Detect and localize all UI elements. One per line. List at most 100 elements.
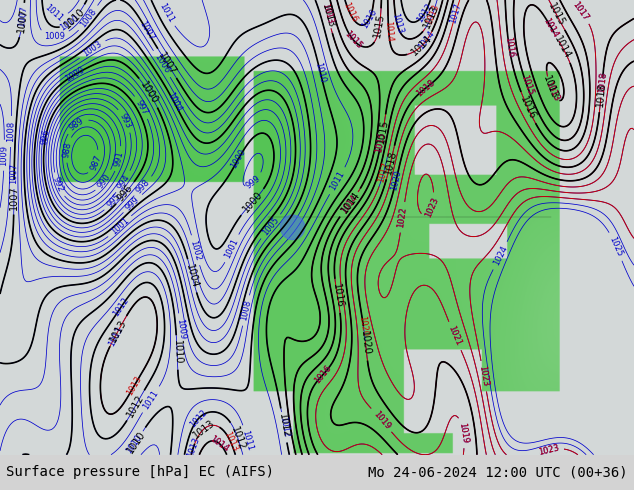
Text: 1017: 1017	[571, 0, 590, 22]
Text: 1010: 1010	[314, 62, 327, 84]
Text: 1018: 1018	[414, 78, 436, 99]
Text: 1015: 1015	[547, 1, 567, 28]
Text: 989: 989	[67, 116, 86, 132]
Text: 1020: 1020	[359, 331, 372, 356]
Text: 1009: 1009	[175, 318, 186, 340]
Text: 1001: 1001	[223, 237, 240, 260]
Text: 1016: 1016	[518, 95, 538, 121]
Text: 988: 988	[61, 141, 73, 158]
Text: 1016: 1016	[313, 364, 333, 385]
Text: 1013: 1013	[541, 74, 560, 101]
Text: 1002: 1002	[188, 239, 203, 262]
Text: 1014: 1014	[209, 434, 231, 453]
Text: 1015: 1015	[372, 13, 387, 39]
Text: 1007: 1007	[16, 7, 29, 33]
Text: 1015: 1015	[375, 131, 387, 153]
Text: 1013: 1013	[320, 2, 334, 25]
Text: 1011: 1011	[328, 170, 346, 192]
Text: 1018: 1018	[595, 82, 607, 108]
Text: 994: 994	[115, 172, 132, 191]
Text: 999: 999	[244, 174, 262, 191]
Text: 1013: 1013	[108, 318, 128, 344]
Text: 1015: 1015	[519, 74, 534, 97]
Text: 1023: 1023	[424, 196, 441, 219]
Text: 1017: 1017	[377, 160, 391, 183]
Text: 1013: 1013	[422, 3, 441, 30]
Text: 1012: 1012	[126, 392, 146, 418]
Text: 1012: 1012	[277, 413, 291, 439]
Text: 1008: 1008	[79, 7, 99, 29]
Text: 1013: 1013	[126, 374, 144, 397]
Ellipse shape	[280, 215, 305, 240]
Text: 1013: 1013	[191, 418, 216, 441]
Text: 1013: 1013	[543, 80, 560, 103]
Text: 1000: 1000	[230, 147, 248, 170]
Text: 993: 993	[118, 111, 133, 130]
Text: 1018: 1018	[597, 71, 608, 93]
Text: 1000: 1000	[138, 79, 160, 106]
Text: 1008: 1008	[6, 121, 16, 142]
Text: 1010: 1010	[58, 13, 81, 32]
Text: 1023: 1023	[477, 365, 490, 388]
Text: 1015: 1015	[376, 119, 390, 145]
Text: 1007: 1007	[17, 5, 29, 27]
Text: 1018: 1018	[383, 149, 398, 175]
Text: 995: 995	[105, 192, 122, 210]
Text: 1016: 1016	[360, 7, 379, 29]
Text: 1020: 1020	[358, 315, 369, 337]
Text: 1014: 1014	[542, 16, 560, 39]
Text: 1014: 1014	[339, 194, 359, 216]
Text: 1008: 1008	[239, 299, 252, 322]
Text: 1019: 1019	[457, 422, 469, 444]
Text: 1022: 1022	[397, 206, 408, 228]
Text: 1016: 1016	[330, 283, 344, 309]
Text: 1024: 1024	[491, 244, 509, 267]
Text: 1014: 1014	[384, 21, 394, 43]
Text: 1007: 1007	[138, 20, 157, 42]
Text: 1001: 1001	[109, 216, 131, 237]
Text: 1010: 1010	[172, 340, 183, 365]
Text: 1007: 1007	[157, 50, 178, 76]
Text: 1005: 1005	[261, 216, 281, 237]
Text: 1014: 1014	[552, 34, 573, 61]
Text: 1010: 1010	[62, 6, 86, 30]
Text: 1013: 1013	[222, 430, 239, 453]
Text: 1016: 1016	[313, 364, 333, 385]
Text: 1011: 1011	[240, 429, 254, 451]
Text: 1012: 1012	[415, 1, 434, 24]
Text: 998: 998	[134, 177, 152, 195]
Text: 1004: 1004	[184, 263, 200, 289]
Text: 1000: 1000	[63, 66, 86, 84]
Text: 996: 996	[40, 128, 51, 146]
Text: 1021: 1021	[446, 324, 463, 347]
Text: 1010: 1010	[125, 429, 147, 455]
Text: 1013: 1013	[320, 2, 334, 25]
Text: 1015: 1015	[343, 29, 364, 51]
Text: 1009: 1009	[0, 145, 9, 166]
Text: 1023: 1023	[537, 443, 560, 457]
Text: 1014: 1014	[339, 190, 362, 216]
Text: 1013: 1013	[107, 324, 124, 347]
Text: 1000: 1000	[241, 190, 264, 215]
Text: 1016: 1016	[503, 36, 515, 59]
Text: 1014: 1014	[417, 29, 436, 51]
Text: 1022: 1022	[397, 206, 408, 228]
Text: 1011: 1011	[43, 2, 65, 23]
Text: 1018: 1018	[414, 78, 436, 99]
Text: 1020: 1020	[389, 169, 403, 192]
Text: 1015: 1015	[375, 131, 387, 153]
Text: 1013: 1013	[320, 3, 336, 29]
Text: 1017: 1017	[449, 1, 463, 24]
Text: 1007: 1007	[9, 185, 19, 210]
Text: 1015: 1015	[343, 29, 364, 51]
Text: 1012: 1012	[112, 295, 131, 318]
Text: 1013: 1013	[543, 80, 560, 103]
Text: Surface pressure [hPa] EC (AIFS): Surface pressure [hPa] EC (AIFS)	[6, 466, 275, 479]
Text: 996: 996	[115, 183, 135, 203]
Text: 1019: 1019	[371, 409, 392, 431]
Text: 1023: 1023	[424, 196, 441, 219]
Text: 1010: 1010	[125, 433, 144, 455]
Text: 1013: 1013	[186, 436, 201, 459]
Text: 1015: 1015	[519, 74, 534, 97]
Text: 1018: 1018	[597, 71, 608, 93]
